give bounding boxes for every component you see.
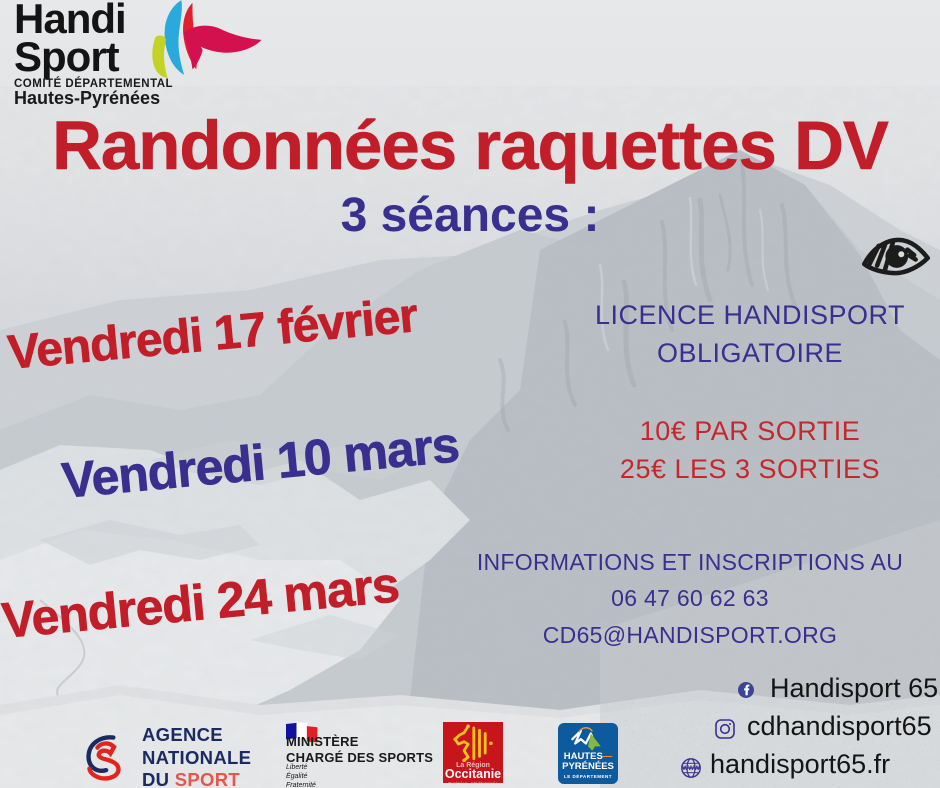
svg-text:WWW: WWW	[682, 765, 700, 772]
